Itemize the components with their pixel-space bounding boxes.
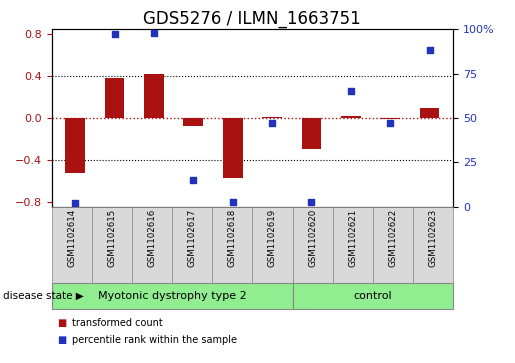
Bar	[262, 117, 282, 118]
Bar	[144, 74, 164, 118]
Point	[347, 88, 355, 94]
Text: control: control	[353, 291, 392, 301]
Title: GDS5276 / ILMN_1663751: GDS5276 / ILMN_1663751	[144, 10, 361, 28]
Point	[110, 32, 118, 37]
Text: ■: ■	[57, 318, 66, 329]
Bar	[302, 118, 321, 149]
Text: GSM1102616: GSM1102616	[147, 209, 157, 267]
Text: GSM1102619: GSM1102619	[268, 209, 277, 267]
Bar	[420, 107, 439, 118]
Point	[268, 121, 276, 126]
Bar	[381, 118, 400, 119]
Text: GSM1102614: GSM1102614	[67, 209, 76, 267]
Bar	[105, 78, 124, 118]
Point	[425, 48, 434, 53]
Text: GSM1102622: GSM1102622	[388, 209, 398, 267]
Text: Myotonic dystrophy type 2: Myotonic dystrophy type 2	[98, 291, 246, 301]
Text: percentile rank within the sample: percentile rank within the sample	[72, 335, 237, 345]
Bar	[341, 116, 360, 118]
Bar	[65, 118, 85, 174]
Text: GSM1102615: GSM1102615	[107, 209, 116, 267]
Text: GSM1102620: GSM1102620	[308, 209, 317, 267]
Point	[189, 177, 197, 183]
Text: ■: ■	[57, 335, 66, 345]
Point	[307, 199, 316, 204]
Point	[229, 199, 237, 204]
Text: GSM1102621: GSM1102621	[348, 209, 357, 267]
Point	[71, 200, 79, 206]
Bar	[183, 118, 203, 126]
Text: GSM1102617: GSM1102617	[187, 209, 197, 267]
Text: transformed count: transformed count	[72, 318, 163, 329]
Point	[150, 30, 158, 36]
Text: disease state ▶: disease state ▶	[3, 291, 83, 301]
Text: GSM1102623: GSM1102623	[428, 209, 438, 267]
Point	[386, 121, 394, 126]
Text: GSM1102618: GSM1102618	[228, 209, 237, 267]
Bar	[223, 118, 243, 178]
